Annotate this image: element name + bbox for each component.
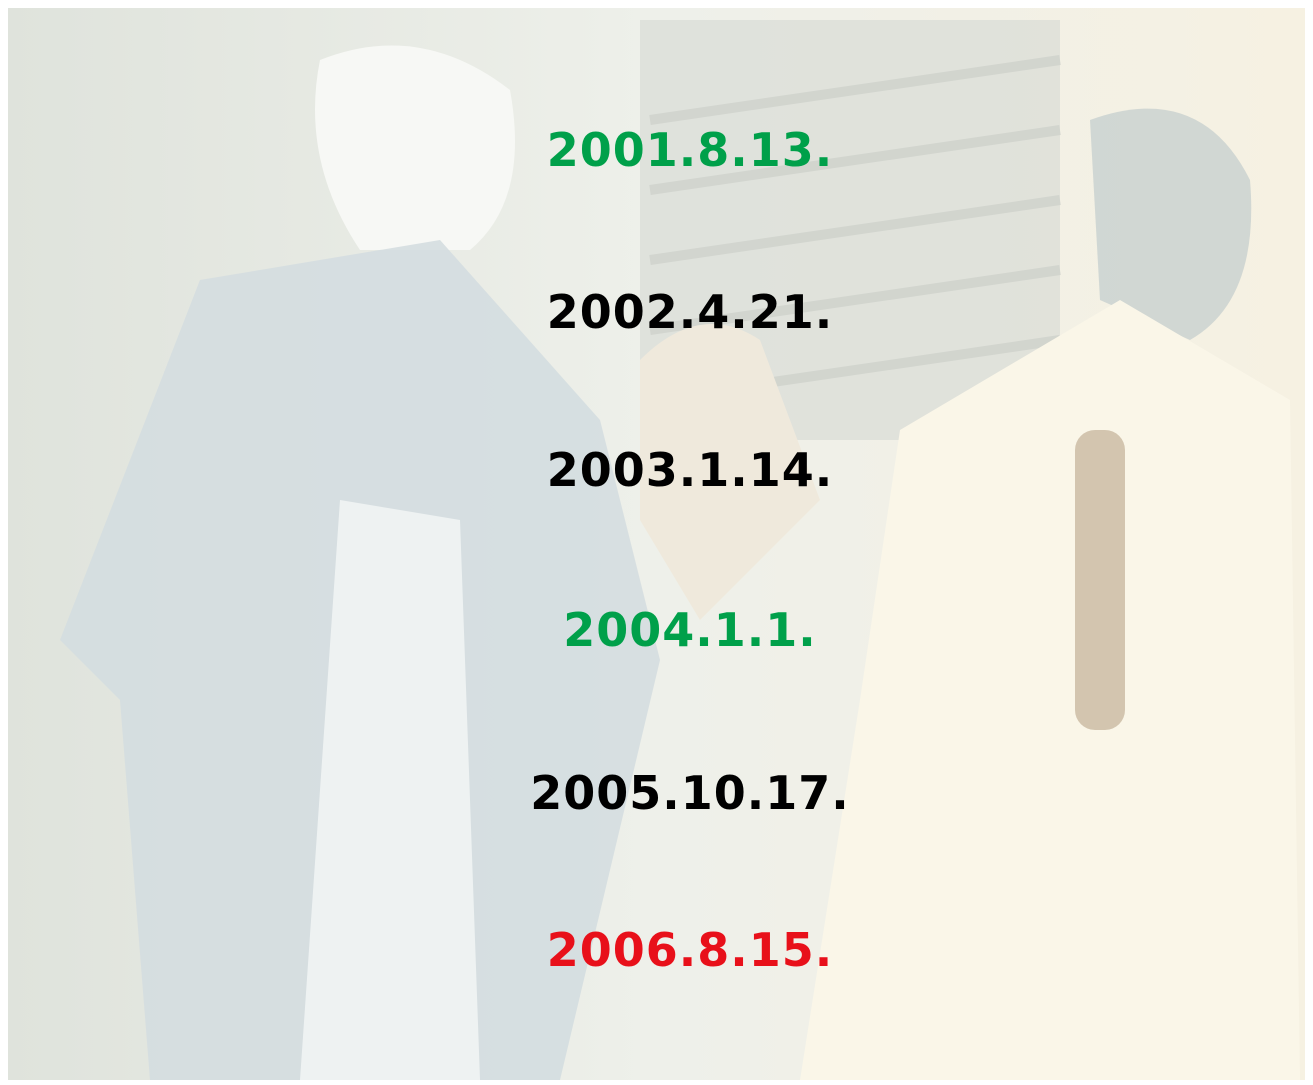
date-text: 2002.4.21. <box>546 285 834 339</box>
date-text: 2001.8.13. <box>546 123 834 177</box>
date-text: 2005.10.17. <box>530 766 850 820</box>
date-text: 2003.1.14. <box>546 443 834 497</box>
date-text: 2006.8.15. <box>546 923 834 977</box>
date-text: 2004.1.1. <box>563 603 817 657</box>
